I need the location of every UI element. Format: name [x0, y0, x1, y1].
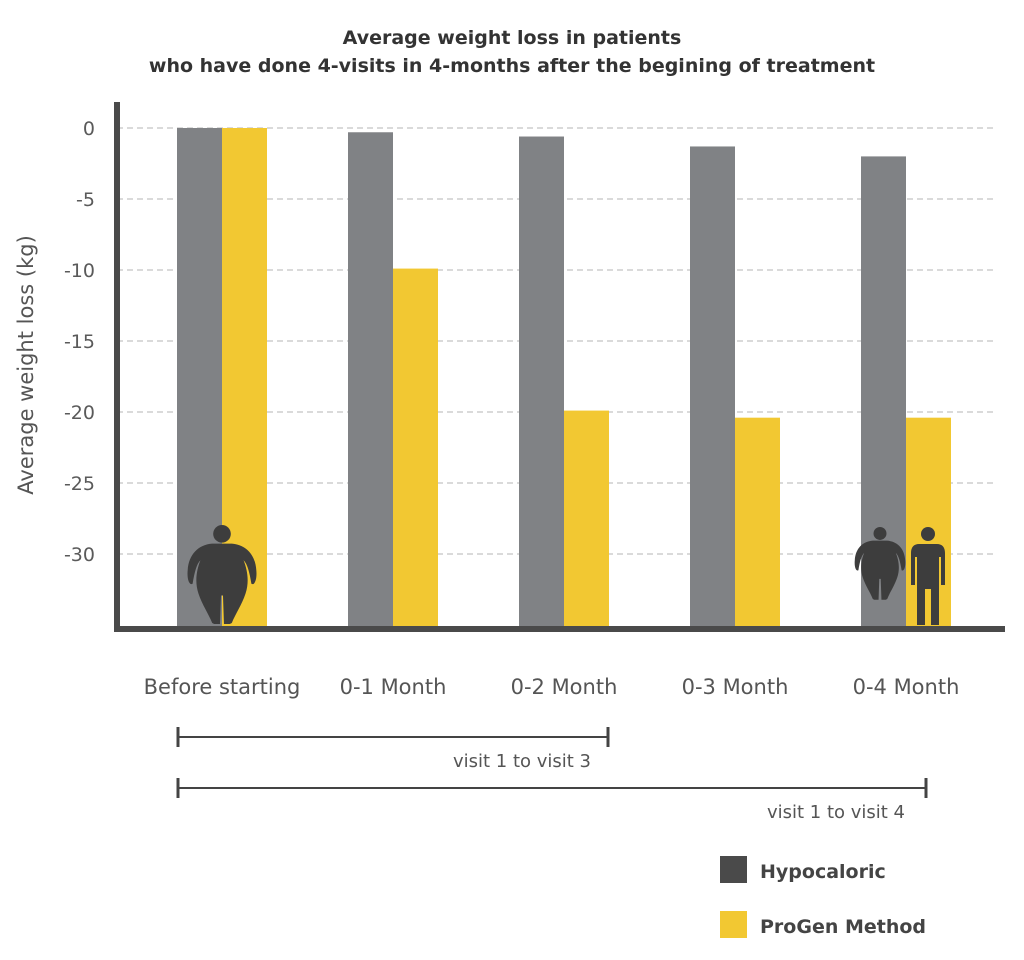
- x-category-label: 0-4 Month: [853, 675, 960, 699]
- axes: [114, 102, 1005, 632]
- visit-range-label: visit 1 to visit 4: [767, 802, 905, 823]
- person-icons: [187, 525, 945, 625]
- x-category-label: 0-1 Month: [340, 675, 447, 699]
- chart-title-line: who have done 4-visits in 4-months after…: [149, 55, 875, 77]
- bar-hypocaloric-1: [348, 132, 393, 629]
- legend-swatch: [720, 856, 747, 883]
- y-tick-label: 0: [83, 118, 95, 140]
- visit-ranges: visit 1 to visit 3 visit 1 to visit 4: [176, 727, 928, 823]
- slim-person-icon: [911, 527, 945, 625]
- x-category-label: 0-2 Month: [511, 675, 618, 699]
- legend-swatch: [720, 911, 747, 938]
- y-axis-label: Average weight loss (kg): [14, 235, 38, 495]
- bar-progen-1: [393, 268, 438, 629]
- y-tick-label: -30: [64, 544, 95, 566]
- bar-progen-3: [735, 417, 780, 629]
- legend: Hypocaloric ProGen Method: [720, 856, 926, 938]
- legend-label: ProGen Method: [760, 916, 926, 938]
- y-tick-label: -15: [64, 331, 95, 353]
- y-tick-labels: 0 -5 -10 -15 -20 -25 -30: [64, 118, 95, 566]
- chart-title-line: Average weight loss in patients: [343, 27, 682, 49]
- y-tick-label: -10: [64, 260, 95, 282]
- x-category-labels: Before starting 0-1 Month 0-2 Month 0-3 Mon…: [144, 675, 960, 699]
- bar-progen-2: [564, 410, 609, 629]
- visit-range-label: visit 1 to visit 3: [453, 751, 591, 772]
- bar-hypocaloric-2: [519, 136, 564, 629]
- bars: [177, 128, 951, 629]
- chart-title: Average weight loss in patients who have …: [149, 27, 875, 77]
- legend-label: Hypocaloric: [760, 861, 886, 883]
- y-tick-label: -20: [64, 402, 95, 424]
- x-category-label: Before starting: [144, 675, 301, 699]
- y-tick-label: -25: [64, 473, 95, 495]
- visit-range-bracket: visit 1 to visit 3: [176, 727, 610, 772]
- visit-range-bracket: visit 1 to visit 4: [176, 778, 928, 823]
- obese-person-icon: [187, 525, 257, 624]
- obese-person-icon: [854, 527, 906, 600]
- gridlines: [117, 127, 995, 555]
- y-tick-label: -5: [76, 189, 95, 211]
- y-axis-label-group: Average weight loss (kg): [14, 235, 38, 495]
- x-category-label: 0-3 Month: [682, 675, 789, 699]
- bar-hypocaloric-3: [690, 146, 735, 629]
- bar-progen-4: [906, 417, 951, 629]
